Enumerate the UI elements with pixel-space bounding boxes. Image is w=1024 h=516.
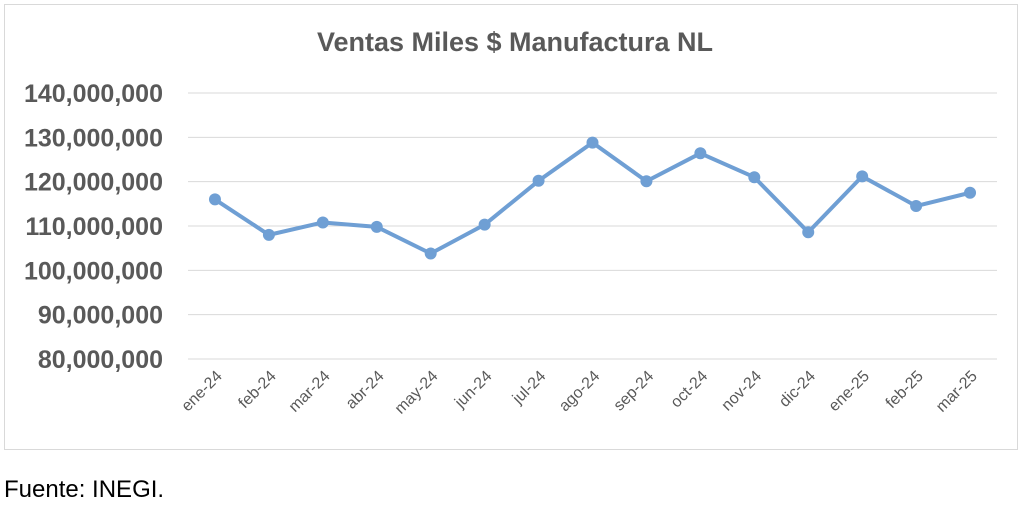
y-tick-label: 140,000,000 [24, 80, 163, 108]
x-tick-label: feb-24 [236, 368, 280, 412]
chart-frame: Ventas Miles $ Manufactura NL 80,000,000… [4, 4, 1018, 450]
x-tick-label: dic-24 [776, 368, 819, 411]
data-point [478, 218, 491, 231]
data-point [262, 228, 275, 241]
data-point [370, 220, 383, 233]
x-tick-label: nov-24 [719, 368, 766, 415]
data-point [316, 216, 329, 229]
data-point [748, 171, 761, 184]
x-tick-label: jul-24 [509, 368, 549, 408]
x-tick-label: mar-25 [933, 368, 981, 416]
x-tick-label: abr-24 [343, 368, 388, 413]
y-tick-label: 120,000,000 [24, 169, 163, 197]
x-tick-label: oct-24 [668, 368, 712, 412]
series-line [213, 140, 971, 256]
x-tick-label: jun-24 [451, 368, 495, 412]
data-point [532, 174, 545, 187]
y-tick-label: 110,000,000 [25, 213, 163, 241]
data-points [208, 136, 977, 260]
line-chart: Ventas Miles $ Manufactura NL 80,000,000… [24, 27, 997, 418]
x-tick-label: feb-25 [883, 368, 927, 412]
data-point [802, 226, 815, 239]
data-point [586, 136, 599, 149]
x-tick-label: ago-24 [556, 368, 603, 415]
data-point [856, 170, 869, 183]
y-tick-label: 90,000,000 [38, 302, 163, 330]
x-tick-label: ene-25 [826, 368, 873, 415]
data-point [964, 186, 977, 199]
y-tick-label: 100,000,000 [24, 257, 163, 285]
data-point [640, 175, 653, 188]
x-axis-tick-labels: ene-24 feb-24 mar-24 abr-24 may-24 jun-24 jul-… [179, 368, 981, 418]
data-point [208, 193, 221, 206]
x-tick-label: may-24 [392, 368, 442, 418]
y-tick-label: 80,000,000 [38, 346, 163, 374]
data-point [424, 247, 437, 260]
x-tick-label: mar-24 [286, 368, 334, 416]
data-point [910, 200, 923, 213]
y-axis-tick-labels: 80,000,000 90,000,000 100,000,000 110,000,0… [24, 80, 163, 374]
x-tick-label: sep-24 [611, 368, 658, 415]
source-note: Fuente: INEGI. [4, 476, 165, 503]
chart-title: Ventas Miles $ Manufactura NL [317, 27, 713, 57]
x-tick-label: ene-24 [179, 368, 226, 415]
series-line-path [213, 140, 971, 256]
y-tick-label: 130,000,000 [24, 124, 163, 152]
data-point [694, 147, 707, 160]
